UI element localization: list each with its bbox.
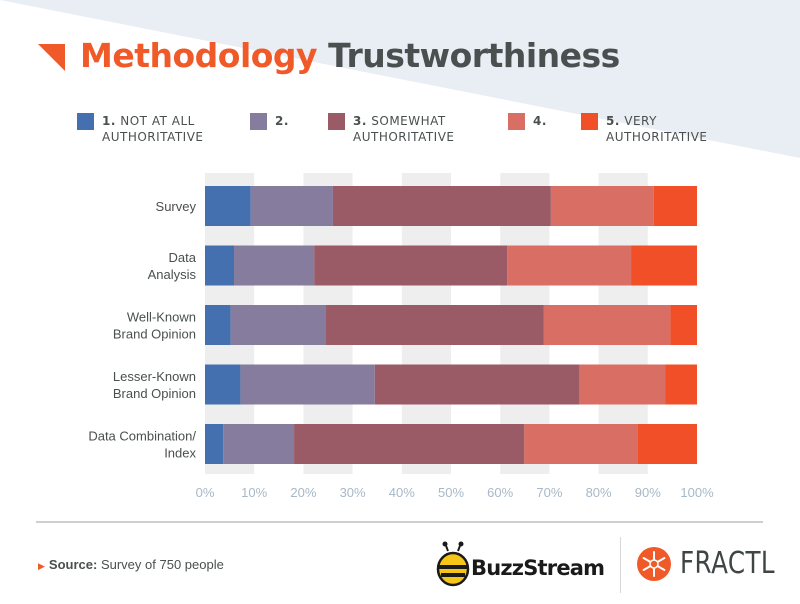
legend-item-3: 3. SOMEWHAT AUTHORITATIVE xyxy=(328,113,455,145)
title-corner-icon xyxy=(38,44,65,71)
bar-stacks xyxy=(205,186,697,464)
bar-segment xyxy=(637,424,697,464)
bar-segment xyxy=(579,364,666,405)
category-label: Data Combination/Index xyxy=(88,429,196,461)
legend-label: 2. xyxy=(275,114,289,128)
bar-segment xyxy=(326,305,544,345)
x-tick-label: 70% xyxy=(536,485,562,500)
bar-segment xyxy=(205,245,235,286)
bar-stack xyxy=(205,245,697,286)
x-tick-label: 50% xyxy=(438,485,464,500)
x-tick-label: 0% xyxy=(196,485,215,500)
legend-swatch xyxy=(581,113,598,130)
bar-segment xyxy=(223,424,295,464)
bar-stack xyxy=(205,364,697,405)
fractl-snowflake-icon xyxy=(637,547,671,581)
legend-item-1: 1. NOT AT ALL AUTHORITATIVE xyxy=(77,113,204,145)
bar-segment xyxy=(230,305,327,345)
bar-segment xyxy=(374,364,580,405)
title-part-2: Trustworthiness xyxy=(328,36,620,75)
x-tick-label: 100% xyxy=(680,485,714,500)
bullet-arrow-icon: ▶ xyxy=(38,561,45,571)
fractl-logo-text: FRACTL xyxy=(680,546,776,581)
bar-stack xyxy=(205,305,697,345)
legend-swatch xyxy=(250,113,267,130)
bar-segment xyxy=(543,305,671,345)
bar-segment xyxy=(670,305,697,345)
legend-swatch xyxy=(77,113,94,130)
x-axis-ticks: 0% 10% 20% 30% 40% 50% 60% 70% 80% 90% 100% xyxy=(196,485,714,500)
legend-label: 3. SOMEWHAT AUTHORITATIVE xyxy=(353,114,455,144)
bar-segment xyxy=(507,245,632,286)
category-label: Well-Known Brand Opinion xyxy=(113,310,196,342)
bar-segment xyxy=(240,364,375,405)
category-labels: Survey Data Analysis Well-Known Brand Opinio… xyxy=(88,199,196,461)
bar-segment xyxy=(314,245,508,286)
bar-segment xyxy=(205,364,241,405)
category-label: Data Analysis xyxy=(148,250,197,282)
bar-segment xyxy=(550,186,654,226)
x-tick-label: 10% xyxy=(241,485,267,500)
bar-segment xyxy=(294,424,525,464)
legend-label: 1. NOT AT ALL AUTHORITATIVE xyxy=(102,114,204,144)
bar-segment xyxy=(524,424,638,464)
logo-divider xyxy=(620,537,621,593)
bar-segment xyxy=(250,186,333,226)
category-label: Survey xyxy=(156,199,197,214)
bar-segment xyxy=(234,245,315,286)
legend-swatch xyxy=(328,113,345,130)
buzzstream-logo-text: BuzzStream xyxy=(471,556,605,580)
legend-item-5: 5. VERY AUTHORITATIVE xyxy=(581,113,708,145)
legend-label: 5. VERY AUTHORITATIVE xyxy=(606,114,708,144)
bar-segment xyxy=(205,305,231,345)
footer-divider xyxy=(36,521,763,523)
source-note: ▶ Source: Survey of 750 people xyxy=(38,557,224,572)
bar-segment xyxy=(653,186,697,226)
bar-segment xyxy=(205,424,224,464)
legend-item-2: 2. xyxy=(250,113,289,130)
legend-label: 4. xyxy=(533,114,547,128)
bar-segment xyxy=(665,364,697,405)
x-tick-label: 40% xyxy=(389,485,415,500)
bar-stack xyxy=(205,424,697,464)
bar-segment xyxy=(332,186,551,226)
chart-title: Methodology Trustworthiness xyxy=(80,36,620,75)
x-tick-label: 90% xyxy=(635,485,661,500)
x-tick-label: 80% xyxy=(586,485,612,500)
bar-segment xyxy=(205,186,251,226)
category-label: Lesser-Known Brand Opinion xyxy=(113,369,196,401)
bar-segment xyxy=(631,245,697,286)
buzzstream-bee-icon xyxy=(436,541,470,587)
x-tick-label: 60% xyxy=(487,485,513,500)
x-tick-label: 20% xyxy=(290,485,316,500)
legend-swatch xyxy=(508,113,525,130)
title-part-1: Methodology xyxy=(80,36,318,75)
legend-item-4: 4. xyxy=(508,113,547,130)
x-tick-label: 30% xyxy=(340,485,366,500)
bar-stack xyxy=(205,186,697,226)
